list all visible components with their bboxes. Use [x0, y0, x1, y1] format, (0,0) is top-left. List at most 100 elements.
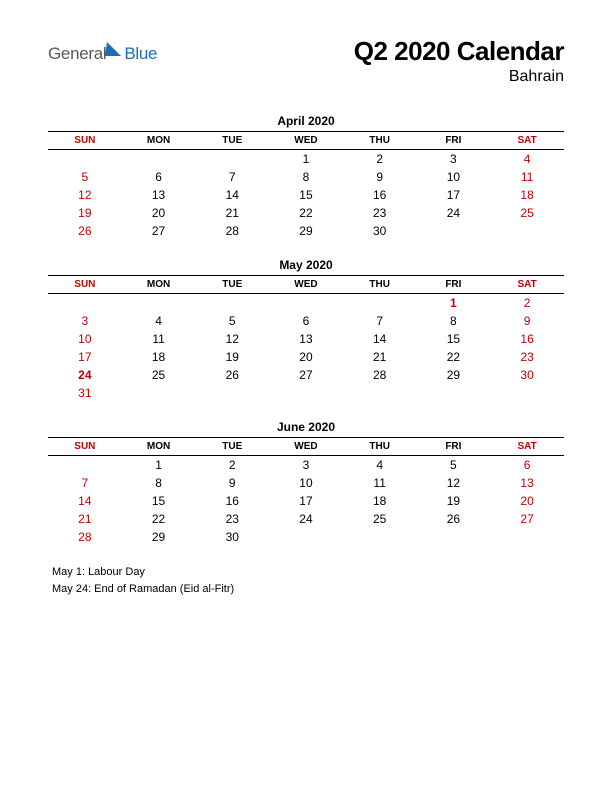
calendar-cell: 22	[269, 204, 343, 222]
calendar-cell: 29	[417, 366, 491, 384]
calendar-cell: 2	[343, 150, 417, 169]
calendar-table: SUNMONTUEWEDTHUFRISAT1234567891011121314…	[48, 275, 564, 402]
logo-mark-icon	[105, 42, 123, 56]
calendar-cell: 27	[269, 366, 343, 384]
day-header: MON	[122, 438, 196, 456]
calendar-cell: 11	[343, 474, 417, 492]
calendar-cell: 26	[195, 366, 269, 384]
calendar-row: 17181920212223	[48, 348, 564, 366]
day-header: MON	[122, 276, 196, 294]
calendar-cell	[417, 222, 491, 240]
day-header: TUE	[195, 276, 269, 294]
calendar-cell: 25	[122, 366, 196, 384]
calendar-cell: 18	[122, 348, 196, 366]
day-header: WED	[269, 438, 343, 456]
calendar-cell: 12	[417, 474, 491, 492]
calendar-cell: 3	[48, 312, 122, 330]
day-header: SUN	[48, 438, 122, 456]
month-title: April 2020	[48, 114, 564, 128]
calendar-cell: 4	[343, 456, 417, 475]
calendar-cell	[417, 528, 491, 546]
calendar-cell: 9	[343, 168, 417, 186]
calendar-cell: 14	[48, 492, 122, 510]
calendar-cell: 12	[195, 330, 269, 348]
day-header: THU	[343, 438, 417, 456]
month-block: May 2020SUNMONTUEWEDTHUFRISAT12345678910…	[48, 258, 564, 402]
calendar-cell	[269, 294, 343, 313]
calendar-cell: 1	[122, 456, 196, 475]
day-header: SAT	[490, 438, 564, 456]
calendar-cell: 29	[122, 528, 196, 546]
calendar-cell	[343, 294, 417, 313]
calendar-cell	[195, 384, 269, 402]
holiday-entry: May 24: End of Ramadan (Eid al-Fitr)	[52, 581, 564, 598]
calendar-cell: 15	[122, 492, 196, 510]
calendar-row: 78910111213	[48, 474, 564, 492]
calendar-cell: 27	[490, 510, 564, 528]
calendar-cell: 19	[417, 492, 491, 510]
calendar-cell: 12	[48, 186, 122, 204]
calendar-cell: 8	[269, 168, 343, 186]
calendar-cell: 25	[343, 510, 417, 528]
calendar-table: SUNMONTUEWEDTHUFRISAT1234567891011121314…	[48, 131, 564, 240]
holidays-list: May 1: Labour DayMay 24: End of Ramadan …	[48, 564, 564, 597]
calendar-cell: 20	[490, 492, 564, 510]
calendar-row: 21222324252627	[48, 510, 564, 528]
calendar-cell: 24	[269, 510, 343, 528]
calendar-cell: 8	[417, 312, 491, 330]
holiday-entry: May 1: Labour Day	[52, 564, 564, 581]
months-container: April 2020SUNMONTUEWEDTHUFRISAT123456789…	[48, 114, 564, 546]
calendar-row: 12131415161718	[48, 186, 564, 204]
calendar-cell: 31	[48, 384, 122, 402]
month-block: June 2020SUNMONTUEWEDTHUFRISAT1234567891…	[48, 420, 564, 546]
calendar-cell: 13	[269, 330, 343, 348]
calendar-cell: 23	[490, 348, 564, 366]
calendar-cell: 17	[417, 186, 491, 204]
day-header: THU	[343, 276, 417, 294]
calendar-row: 1234	[48, 150, 564, 169]
calendar-row: 567891011	[48, 168, 564, 186]
calendar-cell: 4	[122, 312, 196, 330]
day-header: SAT	[490, 132, 564, 150]
logo: General Blue	[48, 42, 157, 66]
calendar-cell: 19	[48, 204, 122, 222]
calendar-row: 282930	[48, 528, 564, 546]
calendar-cell: 27	[122, 222, 196, 240]
calendar-cell: 29	[269, 222, 343, 240]
calendar-cell: 4	[490, 150, 564, 169]
calendar-cell: 21	[195, 204, 269, 222]
calendar-row: 14151617181920	[48, 492, 564, 510]
day-header: SUN	[48, 132, 122, 150]
calendar-cell: 9	[195, 474, 269, 492]
calendar-cell: 17	[269, 492, 343, 510]
calendar-cell: 24	[48, 366, 122, 384]
calendar-cell	[195, 150, 269, 169]
calendar-cell: 10	[269, 474, 343, 492]
day-header: MON	[122, 132, 196, 150]
calendar-cell: 10	[417, 168, 491, 186]
calendar-row: 3456789	[48, 312, 564, 330]
day-header: TUE	[195, 438, 269, 456]
calendar-cell: 6	[269, 312, 343, 330]
calendar-cell: 18	[490, 186, 564, 204]
calendar-row: 24252627282930	[48, 366, 564, 384]
calendar-cell: 13	[490, 474, 564, 492]
calendar-cell	[122, 384, 196, 402]
calendar-cell: 7	[48, 474, 122, 492]
month-title: June 2020	[48, 420, 564, 434]
calendar-row: 10111213141516	[48, 330, 564, 348]
calendar-cell: 1	[417, 294, 491, 313]
day-header: WED	[269, 132, 343, 150]
calendar-cell: 23	[195, 510, 269, 528]
calendar-row: 19202122232425	[48, 204, 564, 222]
calendar-cell	[122, 294, 196, 313]
calendar-row: 31	[48, 384, 564, 402]
calendar-cell	[490, 528, 564, 546]
calendar-cell: 3	[417, 150, 491, 169]
calendar-cell: 25	[490, 204, 564, 222]
calendar-cell: 5	[195, 312, 269, 330]
day-header: SAT	[490, 276, 564, 294]
calendar-cell: 26	[48, 222, 122, 240]
day-header: FRI	[417, 276, 491, 294]
calendar-cell	[269, 384, 343, 402]
